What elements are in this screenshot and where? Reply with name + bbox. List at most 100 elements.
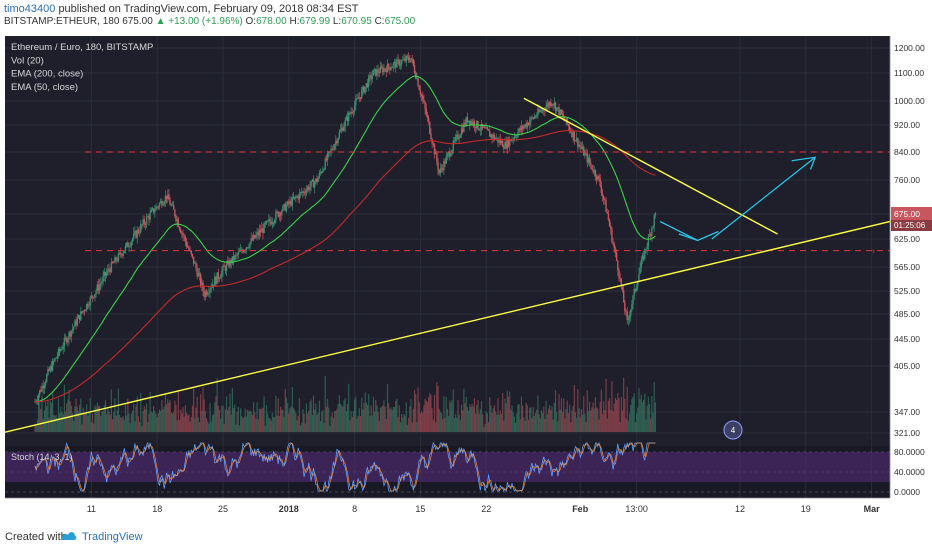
- candle-body: [506, 139, 509, 149]
- volume-bar: [388, 402, 390, 432]
- volume-bar: [205, 418, 208, 432]
- volume-bar: [271, 412, 273, 432]
- volume-bar: [317, 412, 319, 432]
- candle-body: [585, 153, 587, 154]
- candle-body: [456, 134, 458, 137]
- candle-body: [651, 228, 653, 237]
- volume-bar: [626, 386, 628, 432]
- volume-bar: [518, 404, 520, 432]
- tradingview-logo-icon[interactable]: [60, 529, 78, 543]
- volume-bar: [151, 412, 154, 432]
- volume-bar: [196, 396, 198, 432]
- volume-bar: [579, 417, 581, 432]
- volume-bar: [343, 400, 345, 432]
- volume-bar: [610, 409, 612, 432]
- candle-body: [386, 63, 389, 73]
- volume-bar: [539, 418, 541, 432]
- candle-body: [432, 143, 435, 145]
- candle-body: [400, 60, 403, 65]
- candle-body: [362, 86, 364, 91]
- candle-body: [228, 260, 230, 267]
- time-tick-label: Feb: [572, 504, 589, 514]
- candle-body: [318, 172, 321, 178]
- volume-bar: [285, 397, 288, 432]
- candle-body: [285, 205, 288, 211]
- candle-body: [250, 238, 252, 243]
- volume-bar: [247, 409, 249, 432]
- volume-bar: [594, 397, 597, 432]
- countdown-tag: [891, 220, 932, 231]
- time-tick-label: 13:00: [625, 504, 648, 514]
- candle-body: [156, 206, 158, 208]
- candle-body: [80, 311, 82, 321]
- candle-body: [100, 283, 102, 285]
- candle-body: [558, 107, 560, 116]
- last-price-tag: [891, 207, 932, 220]
- candle-body: [635, 286, 638, 291]
- time-axis: 11 18 25 2018 8 15 22 Feb 13:00 12 19 Mar: [5, 497, 890, 514]
- candle-body: [446, 153, 449, 157]
- volume-bar: [64, 411, 67, 432]
- candle-body: [321, 172, 323, 173]
- volume-bar: [396, 398, 398, 432]
- candle-body: [628, 316, 631, 319]
- volume-bar: [557, 421, 559, 432]
- event-badge-icon: [723, 420, 743, 440]
- stoch-band: [5, 452, 890, 482]
- candle-body: [152, 208, 155, 213]
- volume-bar: [301, 422, 303, 432]
- candle-body: [58, 349, 61, 352]
- candle-body: [606, 211, 608, 214]
- volume-bar: [369, 416, 371, 432]
- candle-body: [471, 121, 473, 125]
- candle-body: [575, 138, 578, 141]
- candle-body: [195, 262, 197, 268]
- volume-bar: [484, 423, 486, 432]
- volume-bar: [511, 405, 513, 432]
- candle-body: [533, 116, 536, 119]
- volume-bar: [291, 386, 293, 432]
- volume-bar: [530, 407, 532, 432]
- candle-body: [619, 278, 621, 279]
- candle-body: [464, 122, 466, 126]
- candle-body: [161, 201, 163, 206]
- candle-body: [390, 68, 392, 70]
- volume-bar: [344, 397, 346, 432]
- chart-area[interactable]: › Ethereum / Euro, 180, BITSTAMP Vol (20) E…: [0, 28, 932, 524]
- volume-bar: [570, 422, 572, 432]
- low-value: 670.95: [341, 16, 372, 27]
- volume-bar: [284, 388, 286, 432]
- candle-body: [219, 277, 222, 279]
- candle-body: [634, 289, 637, 291]
- volume-bar: [295, 412, 297, 432]
- volume-bar: [121, 417, 123, 432]
- candle-body: [129, 245, 131, 247]
- volume-bar: [607, 400, 609, 432]
- candle-body: [174, 209, 176, 217]
- candle-body: [292, 197, 295, 199]
- volume-bar: [390, 407, 392, 432]
- volume-bar: [435, 422, 437, 432]
- volume-bar: [621, 410, 624, 432]
- candle-body: [348, 112, 350, 122]
- volume-bar: [566, 400, 568, 432]
- volume-bar: [261, 408, 263, 432]
- volume-bar: [119, 414, 121, 432]
- volume-bar: [429, 393, 431, 432]
- volume-bar: [590, 410, 592, 432]
- candle-body: [105, 272, 108, 276]
- volume-bar: [440, 413, 443, 432]
- volume-bar: [141, 425, 143, 432]
- candle-body: [95, 290, 97, 295]
- candle-body: [223, 265, 225, 267]
- volume-bar: [404, 415, 406, 432]
- volume-bar: [382, 405, 384, 432]
- candle-body: [521, 125, 524, 129]
- candle-body: [346, 116, 349, 122]
- tradingview-brand-link[interactable]: TradingView: [82, 531, 143, 543]
- candle-body: [373, 68, 376, 71]
- author-link[interactable]: timo43400: [4, 3, 56, 15]
- osc-tick-label: 0.0000: [894, 487, 920, 497]
- volume-bar: [616, 400, 618, 432]
